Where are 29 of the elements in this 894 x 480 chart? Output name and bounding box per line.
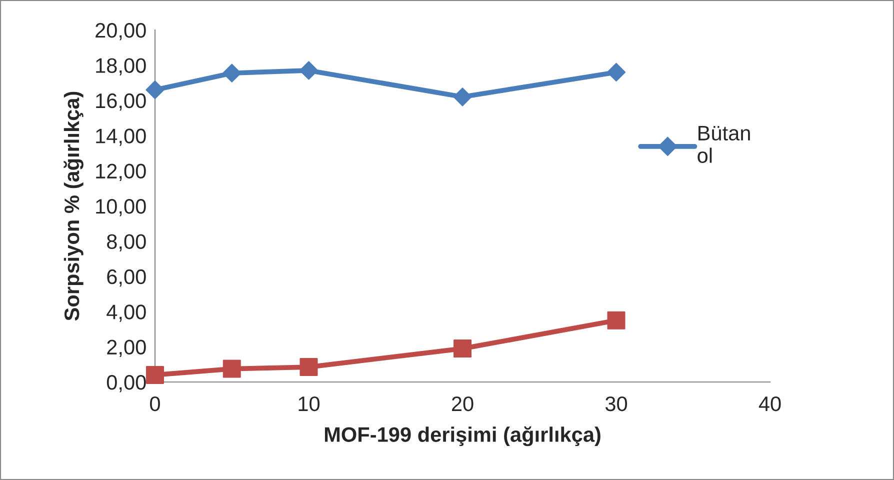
point [222, 64, 242, 82]
y-tick-label: 10,00 [96, 199, 146, 216]
y-tick-label: 20,00 [96, 23, 146, 40]
point [453, 88, 472, 106]
x-tick-label: 40 [758, 396, 781, 412]
point [300, 358, 318, 376]
legend-label: Bütan ol [698, 126, 750, 163]
x-tick-label: 10 [298, 396, 320, 412]
x-tick-label: 20 [452, 396, 474, 412]
y-tick-label: 0,00 [106, 375, 146, 392]
x-tick-label: 30 [605, 396, 628, 412]
y-tick-label: 18,00 [96, 58, 146, 76]
point [146, 80, 164, 100]
point [299, 61, 318, 80]
y-tick-label: 14,00 [96, 128, 146, 146]
point [146, 366, 164, 384]
point [607, 311, 626, 330]
point [222, 360, 241, 378]
y-tick-label: 12,00 [96, 164, 146, 182]
point [453, 340, 472, 358]
y-axis-title: Sorpsiyon % (ağırlıkça) [64, 92, 84, 321]
x-axis-title: MOF-199 derişimi (ağırlıkça) [324, 426, 600, 446]
y-tick-label: 2,00 [107, 340, 146, 358]
y-tick-label: 4,00 [106, 304, 146, 322]
point [606, 62, 626, 82]
y-tick-label: 16,00 [96, 93, 146, 111]
x-tick-label: 0 [150, 396, 160, 412]
y-tick-label: 8,00 [107, 234, 146, 252]
y-tick-label: 6,00 [107, 269, 146, 287]
